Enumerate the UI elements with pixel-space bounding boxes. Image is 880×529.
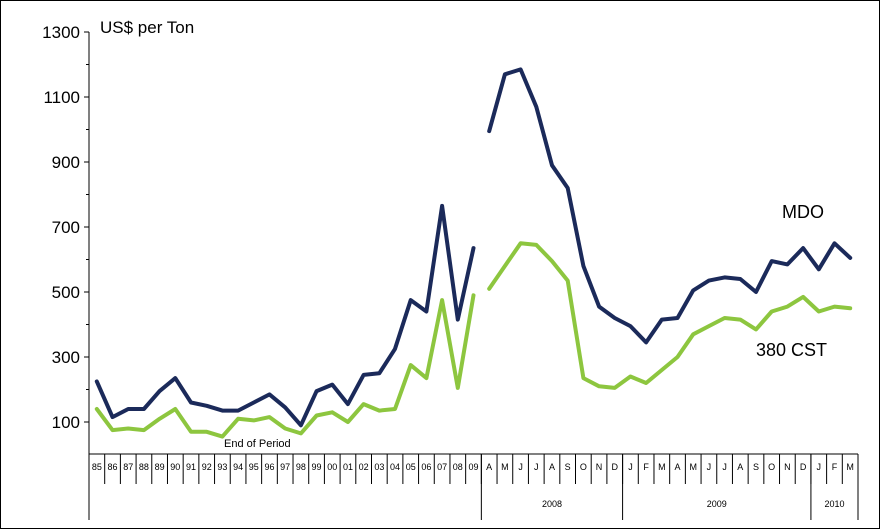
x-tick-label: 86 <box>108 462 118 472</box>
end-of-period-note: End of Period <box>224 438 291 450</box>
series-layer <box>94 67 853 439</box>
x-tick-label: 89 <box>155 462 165 472</box>
x-tick-label: O <box>768 462 775 472</box>
x-tick-label: M <box>658 462 666 472</box>
x-tick-label: 00 <box>327 462 337 472</box>
x-tick-label: O <box>580 462 587 472</box>
year-label: 2008 <box>542 499 562 509</box>
series-line-mdo-part-1 <box>94 203 476 428</box>
series-line-380-cst-part-1 <box>94 293 476 439</box>
x-tick-label: A <box>549 462 555 472</box>
y-axis: 100 300 500 700 900 1100 1300 <box>42 23 90 454</box>
series-label-mdo: MDO <box>782 202 824 222</box>
series-label-380-cst: 380 CST <box>756 340 827 360</box>
year-label: 2009 <box>707 499 727 509</box>
x-tick-label: 99 <box>312 462 322 472</box>
x-tick-label: 02 <box>359 462 369 472</box>
x-tick-label: J <box>628 462 633 472</box>
x-tick-label: 04 <box>390 462 400 472</box>
year-label: 2010 <box>824 499 844 509</box>
x-tick-label: D <box>611 462 618 472</box>
x-tick-label: J <box>707 462 712 472</box>
y-tick-label: 1100 <box>43 88 80 107</box>
x-tick-label: 94 <box>233 462 243 472</box>
x-tick-label: J <box>722 462 727 472</box>
x-tick-label: F <box>832 462 838 472</box>
x-tick-label: 92 <box>202 462 212 472</box>
series-line-380-cst-part-2 <box>487 241 853 390</box>
y-tick-label: 1300 <box>42 23 80 42</box>
x-tick-label: 98 <box>296 462 306 472</box>
x-tick-label: J <box>534 462 539 472</box>
x-tick-label: 88 <box>139 462 149 472</box>
x-tick-label: 90 <box>170 462 180 472</box>
x-tick-label: A <box>675 462 681 472</box>
x-tick-label: 95 <box>249 462 259 472</box>
x-tick-label: N <box>784 462 791 472</box>
x-tick-label: S <box>565 462 571 472</box>
x-tick-label: M <box>846 462 854 472</box>
x-tick-label: 07 <box>437 462 447 472</box>
x-tick-label: 87 <box>123 462 133 472</box>
x-tick-label: J <box>817 462 822 472</box>
y-axis-unit-label: US$ per Ton <box>100 18 194 37</box>
x-tick-label: A <box>486 462 492 472</box>
x-tick-label: J <box>518 462 523 472</box>
x-tick-label: 01 <box>343 462 353 472</box>
x-tick-label: 06 <box>421 462 431 472</box>
x-tick-label: 08 <box>453 462 463 472</box>
series-line-mdo-part-2 <box>487 67 853 345</box>
x-tick-label: A <box>737 462 743 472</box>
x-tick-label: 97 <box>280 462 290 472</box>
x-axis: 85 86 87 88 89 90 91 92 93 94 95 96 97 98 99 00 01 02 03 04… <box>88 453 859 520</box>
y-tick-label: 100 <box>52 413 80 432</box>
y-tick-label: 700 <box>52 218 80 237</box>
x-tick-label: 93 <box>217 462 227 472</box>
x-tick-label: F <box>643 462 649 472</box>
x-tick-label: 85 <box>92 462 102 472</box>
x-tick-label: D <box>800 462 807 472</box>
y-tick-label: 500 <box>52 283 80 302</box>
x-tick-label: M <box>501 462 509 472</box>
x-tick-label: M <box>689 462 697 472</box>
x-tick-label: 05 <box>406 462 416 472</box>
x-tick-label: 91 <box>186 462 196 472</box>
x-tick-label: S <box>753 462 759 472</box>
y-tick-label: 900 <box>52 153 80 172</box>
x-tick-label: 96 <box>264 462 274 472</box>
x-tick-label: N <box>596 462 603 472</box>
x-tick-label: 03 <box>374 462 384 472</box>
x-tick-label: 09 <box>468 462 478 472</box>
y-tick-label: 300 <box>52 348 80 367</box>
